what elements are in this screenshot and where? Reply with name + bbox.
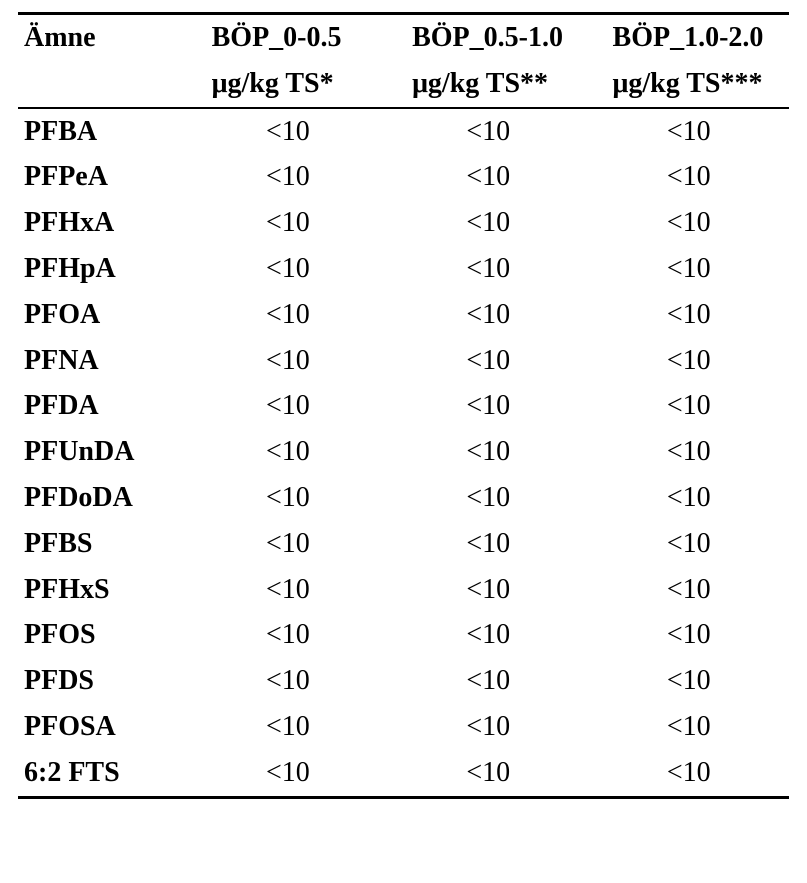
row-value: <10	[388, 154, 588, 200]
row-value: <10	[388, 475, 588, 521]
row-value: <10	[388, 383, 588, 429]
row-value: <10	[589, 429, 789, 475]
row-value: <10	[188, 154, 388, 200]
row-value: <10	[589, 612, 789, 658]
table-row: PFNA <10 <10 <10	[18, 338, 789, 384]
col-header-bop-0-05-line2: μg/kg TS*	[188, 61, 388, 108]
row-label: PFUnDA	[18, 429, 188, 475]
row-label: PFOA	[18, 292, 188, 338]
row-value: <10	[188, 292, 388, 338]
col-header-bop-0-05-line1: BÖP_0-0.5	[188, 14, 388, 61]
row-label: PFHxA	[18, 200, 188, 246]
row-value: <10	[188, 521, 388, 567]
row-value: <10	[188, 108, 388, 155]
row-label: PFDoDA	[18, 475, 188, 521]
row-value: <10	[188, 338, 388, 384]
table-row: PFUnDA <10 <10 <10	[18, 429, 789, 475]
table-row: PFBS <10 <10 <10	[18, 521, 789, 567]
row-label: PFBA	[18, 108, 188, 155]
row-value: <10	[589, 154, 789, 200]
row-value: <10	[388, 521, 588, 567]
row-value: <10	[388, 429, 588, 475]
row-label: PFHxS	[18, 567, 188, 613]
row-label: PFNA	[18, 338, 188, 384]
row-value: <10	[188, 200, 388, 246]
row-value: <10	[589, 521, 789, 567]
table-row: PFHxS <10 <10 <10	[18, 567, 789, 613]
row-value: <10	[589, 750, 789, 797]
row-value: <10	[188, 429, 388, 475]
row-value: <10	[589, 475, 789, 521]
row-value: <10	[589, 383, 789, 429]
table-header-row-1: Ämne BÖP_0-0.5 BÖP_0.5-1.0 BÖP_1.0-2.0	[18, 14, 789, 61]
table-row: PFHpA <10 <10 <10	[18, 246, 789, 292]
row-label: 6:2 FTS	[18, 750, 188, 797]
row-label: PFBS	[18, 521, 188, 567]
table-row: 6:2 FTS <10 <10 <10	[18, 750, 789, 797]
table-row: PFDS <10 <10 <10	[18, 658, 789, 704]
table-body: PFBA <10 <10 <10 PFPeA <10 <10 <10 PFHxA…	[18, 108, 789, 797]
row-value: <10	[188, 475, 388, 521]
table-row: PFDA <10 <10 <10	[18, 383, 789, 429]
table-row: PFHxA <10 <10 <10	[18, 200, 789, 246]
table-row: PFOS <10 <10 <10	[18, 612, 789, 658]
row-value: <10	[388, 338, 588, 384]
row-value: <10	[388, 658, 588, 704]
table-header-row-2: μg/kg TS* μg/kg TS** μg/kg TS***	[18, 61, 789, 108]
table-row: PFDoDA <10 <10 <10	[18, 475, 789, 521]
table-row: PFOA <10 <10 <10	[18, 292, 789, 338]
row-value: <10	[188, 612, 388, 658]
row-value: <10	[188, 383, 388, 429]
row-value: <10	[388, 567, 588, 613]
row-label: PFHpA	[18, 246, 188, 292]
row-value: <10	[589, 567, 789, 613]
row-value: <10	[388, 108, 588, 155]
row-label: PFPeA	[18, 154, 188, 200]
col-header-amne-line2	[18, 61, 188, 108]
row-value: <10	[388, 246, 588, 292]
row-value: <10	[388, 200, 588, 246]
row-value: <10	[589, 246, 789, 292]
row-value: <10	[388, 292, 588, 338]
row-value: <10	[589, 658, 789, 704]
table-row: PFOSA <10 <10 <10	[18, 704, 789, 750]
row-label: PFOSA	[18, 704, 188, 750]
row-value: <10	[589, 108, 789, 155]
table-header: Ämne BÖP_0-0.5 BÖP_0.5-1.0 BÖP_1.0-2.0 μ…	[18, 14, 789, 108]
row-value: <10	[188, 750, 388, 797]
table-row: PFPeA <10 <10 <10	[18, 154, 789, 200]
col-header-bop-10-20-line2: μg/kg TS***	[589, 61, 789, 108]
col-header-bop-05-10-line1: BÖP_0.5-1.0	[388, 14, 588, 61]
row-label: PFOS	[18, 612, 188, 658]
row-value: <10	[188, 246, 388, 292]
row-value: <10	[188, 658, 388, 704]
row-value: <10	[188, 704, 388, 750]
row-value: <10	[589, 292, 789, 338]
row-value: <10	[388, 750, 588, 797]
row-value: <10	[589, 200, 789, 246]
row-value: <10	[188, 567, 388, 613]
pfas-table-container: Ämne BÖP_0-0.5 BÖP_0.5-1.0 BÖP_1.0-2.0 μ…	[0, 0, 807, 817]
row-label: PFDA	[18, 383, 188, 429]
col-header-bop-10-20-line1: BÖP_1.0-2.0	[589, 14, 789, 61]
table-row: PFBA <10 <10 <10	[18, 108, 789, 155]
col-header-amne-line1: Ämne	[18, 14, 188, 61]
row-value: <10	[589, 704, 789, 750]
pfas-table: Ämne BÖP_0-0.5 BÖP_0.5-1.0 BÖP_1.0-2.0 μ…	[18, 12, 789, 799]
row-label: PFDS	[18, 658, 188, 704]
row-value: <10	[388, 612, 588, 658]
row-value: <10	[388, 704, 588, 750]
row-value: <10	[589, 338, 789, 384]
col-header-bop-05-10-line2: μg/kg TS**	[388, 61, 588, 108]
